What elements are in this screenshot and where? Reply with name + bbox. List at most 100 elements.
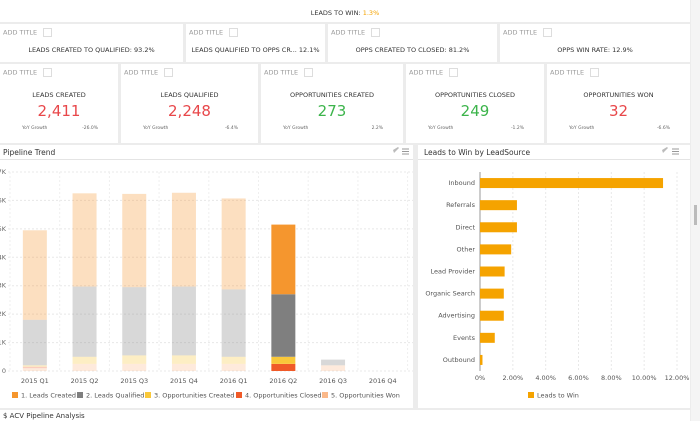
ratio-text: OPPS CREATED TO CLOSED: 81.2% [355, 46, 470, 54]
bar [480, 266, 505, 277]
menu-icon[interactable] [402, 148, 409, 155]
kpi-value: 249 [460, 102, 490, 120]
growth-label: YoY Growth [143, 126, 169, 131]
x-tick-label: 4.00% [535, 374, 556, 382]
pipeline-panel: Pipeline Trend 0 1K 2K 3K 4K 5K 6K 7K 2015 Q1 201… [0, 145, 413, 408]
y-tick-label: 2K [0, 310, 7, 318]
y-tick-label: Referrals [446, 201, 476, 209]
x-tick-label: 2015 Q4 [170, 377, 198, 385]
panel-header [418, 145, 690, 160]
y-tick-label: Events [453, 334, 476, 342]
bar [480, 288, 504, 299]
y-tick-label: Other [457, 245, 476, 253]
panel-title: Leads to Win by LeadSource [424, 148, 531, 157]
header-bar: LEADS TO WIN: 1.3% [0, 0, 690, 22]
kpi-title: LEADS CREATED [32, 91, 86, 99]
bar-segment [72, 193, 97, 287]
y-tick-label: 6K [0, 196, 7, 204]
kpi-title: OPPORTUNITIES CLOSED [434, 91, 516, 99]
x-tick-label: 2.00% [503, 374, 524, 382]
bar [480, 332, 495, 343]
panel-header [0, 145, 413, 160]
bottom-panel-title: $ ACV Pipeline Analysis [3, 412, 85, 420]
bar-segment [171, 355, 196, 364]
bar-segment [271, 356, 296, 364]
add-title: ADD TITLE [503, 28, 552, 37]
edit-icon[interactable] [393, 147, 399, 153]
panel-title: Pipeline Trend [3, 148, 56, 157]
bar-segment [221, 289, 246, 357]
scroll-thumb[interactable] [694, 205, 697, 225]
x-tick-label: 2016 Q3 [319, 377, 347, 385]
bar [480, 244, 512, 255]
bar-segment [221, 363, 246, 371]
bar [480, 178, 664, 189]
header-label: LEADS TO WIN: [310, 9, 361, 17]
bar-segment [171, 363, 196, 371]
growth-value: -26.0% [82, 126, 98, 131]
legend-swatch [12, 392, 18, 398]
y-tick-label: 7K [0, 168, 7, 176]
x-tick-label: 10.00% [632, 374, 657, 382]
bar-segment [171, 286, 196, 356]
kpi-title: OPPORTUNITIES WON [583, 91, 654, 99]
x-tick-label: 12.00% [665, 374, 690, 382]
legend-label: 5. Opportunities Won [331, 392, 400, 400]
leadsource-chart: 0% 2.00% 4.00% 6.00% 8.00% 10.00% 12.00% Inboun… [425, 147, 690, 400]
growth-value: -1.2% [510, 126, 524, 131]
x-tick-label: 0% [475, 374, 485, 382]
menu-icon[interactable] [672, 148, 679, 155]
header: LEADS TO WIN: 1.3% [0, 9, 690, 17]
bar-segment [22, 230, 47, 320]
kpi-title: LEADS QUALIFIED [160, 91, 219, 99]
ratio-text: LEADS CREATED TO QUALIFIED: 93.2% [28, 46, 155, 54]
legend-swatch [145, 392, 151, 398]
legend-swatch [77, 392, 83, 398]
bar-segment [221, 356, 246, 364]
ratio-text: LEADS QUALIFIED TO OPPS CR... 12.1% [191, 46, 320, 54]
x-tick-label: 2015 Q3 [120, 377, 148, 385]
x-tick-label: 2015 Q2 [71, 377, 99, 385]
bar-segment [271, 224, 296, 295]
x-tick-label: 8.00% [601, 374, 622, 382]
bar-segment [321, 365, 346, 371]
y-tick-label: 4K [0, 253, 7, 261]
growth-label: YoY Growth [569, 126, 595, 131]
add-title: ADD TITLE [124, 68, 173, 77]
ratio-card: ADD TITLE OPPS CREATED TO CLOSED: 81.2% [328, 24, 497, 62]
y-tick-label: Advertising [438, 312, 475, 320]
legend-label: 4. Opportunities Closed [245, 392, 322, 400]
bar-segment [22, 365, 47, 367]
header-value: 1.3% [362, 9, 380, 17]
add-title: ADD TITLE [550, 68, 599, 77]
bar-segment [122, 355, 147, 364]
bar [480, 354, 483, 365]
y-tick-label: 1K [0, 339, 7, 347]
add-title: ADD TITLE [189, 28, 238, 37]
bar [480, 310, 504, 321]
bar [480, 200, 517, 211]
bar-segment [271, 294, 296, 357]
growth-value: -6.6% [656, 126, 670, 131]
y-tick-label: Outbound [443, 356, 475, 364]
edit-icon[interactable] [662, 147, 668, 153]
ratio-text: OPPS WIN RATE: 12.9% [557, 46, 633, 54]
bar [480, 222, 517, 233]
kpi-value: 2,411 [37, 102, 81, 120]
kpi-value: 32 [608, 102, 629, 120]
kpi-card: ADD TITLE OPPORTUNITIES CREATED 273 YoY Gro… [261, 64, 403, 143]
leadsource-panel: Leads to Win by LeadSource 0% 2.00% 4.00% 6… [418, 145, 690, 408]
legend-label: 1. Leads Created [21, 392, 76, 400]
bar-segment [22, 366, 47, 369]
y-tick-label: Direct [456, 223, 476, 231]
x-tick-label: 2016 Q1 [220, 377, 248, 385]
legend-swatch [236, 392, 242, 398]
x-tick-label: 2016 Q2 [269, 377, 297, 385]
scrollbar[interactable] [691, 0, 700, 421]
growth-value: 2.2% [371, 126, 383, 131]
bar-segment [22, 368, 47, 371]
growth-label: YoY Growth [22, 126, 48, 131]
add-title: ADD TITLE [264, 68, 313, 77]
add-title: ADD TITLE [409, 68, 458, 77]
